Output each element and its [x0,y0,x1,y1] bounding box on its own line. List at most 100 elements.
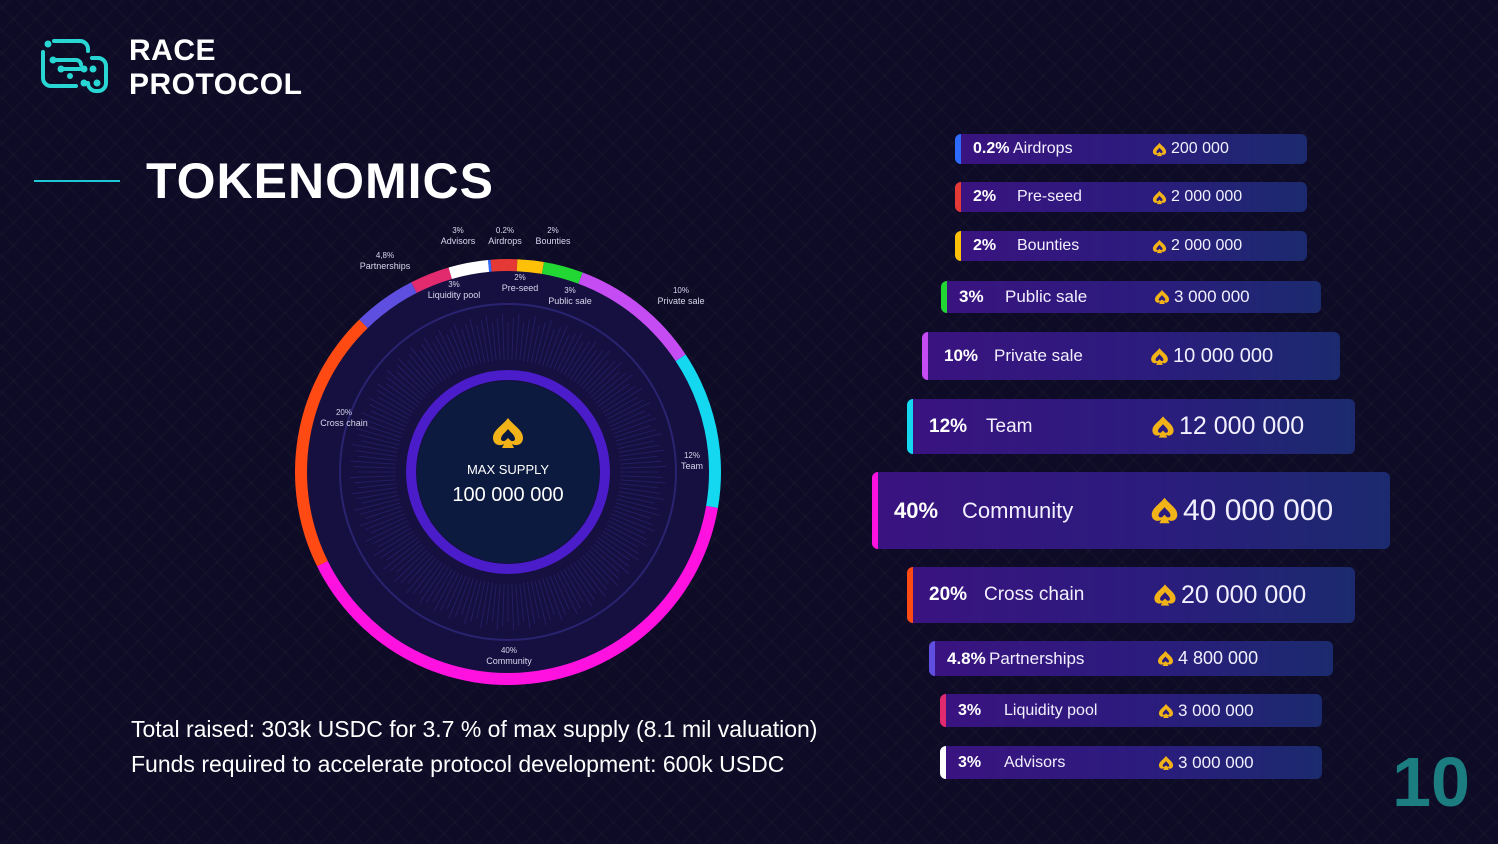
allocation-color-bar [922,332,928,380]
slice-name-label: Private sale [657,296,704,306]
footer-funds-required: Funds required to accelerate protocol de… [131,751,785,777]
allocation-row-public-sale: 3% Public sale 3 000 000 [941,281,1321,313]
token-spade-icon [1152,239,1167,253]
allocation-amount-value: 12 000 000 [1179,412,1305,440]
allocation-row-cross-chain: 20% Cross chain 20 000 000 [907,567,1355,623]
slice-bounties [516,259,544,274]
allocation-pct: 2% [973,188,997,205]
slice-pct-label: 3% [448,280,460,289]
allocation-amount: 2 000 000 [1152,237,1242,255]
allocation-pct: 3% [958,701,982,719]
slice-pct-label: 10% [673,286,689,295]
allocation-row-pre-seed: 2% Pre-seed 2 000 000 [955,182,1307,212]
allocation-color-bar [907,567,913,623]
allocation-color-bar [955,134,961,164]
allocation-label: Airdrops [1013,140,1073,157]
slice-pct-label: 3% [452,226,464,235]
allocation-row-advisors: 3% Advisors 3 000 000 [940,746,1322,779]
token-spade-icon [1158,755,1174,770]
slice-pct-label: 0.2% [496,226,514,235]
token-spade-icon [1152,415,1174,438]
allocation-label: Cross chain [984,584,1085,605]
allocation-color-bar [941,281,947,313]
slice-advisors [448,259,490,280]
slice-pct-label: 2% [514,273,526,282]
allocation-row-partnerships: 4.8% Partnerships 4 800 000 [929,641,1333,676]
slice-team [675,354,721,508]
allocation-label: Pre-seed [1017,188,1082,205]
donut-inner-ring-line [339,303,677,641]
slice-partnerships [359,282,417,329]
brand-line-1: RACE [129,34,217,67]
center-label: MAX SUPPLY [467,462,549,477]
token-spade-icon [1151,497,1178,524]
allocation-amount-value: 2 000 000 [1171,188,1243,205]
circuit-logo-icon [41,39,108,93]
slice-public-sale [541,262,583,284]
allocation-pct: 12% [929,415,968,437]
token-spade-icon [1154,584,1176,606]
slice-name-label: Advisors [441,236,476,246]
slice-name-label: Airdrops [488,236,522,246]
footer-total-raised: Total raised: 303k USDC for 3.7 % of max… [131,716,818,742]
allocation-color-bar [929,641,935,676]
slice-liquidity-pool [411,267,453,293]
token-spade-icon [1152,142,1167,156]
allocation-label: Advisors [1004,753,1066,771]
allocation-amount: 3 000 000 [1158,753,1254,773]
allocation-amount-value: 2 000 000 [1171,237,1243,254]
token-spade-icon [1154,289,1170,305]
slice-name-label: Public sale [548,296,592,306]
allocation-row-private-sale: 10% Private sale 10 000 000 [922,332,1340,380]
slice-name-label: Cross chain [320,418,368,428]
slice-pct-label: 20% [336,408,352,417]
token-spade-icon [1158,703,1174,718]
allocation-amount: 4 800 000 [1157,648,1258,669]
allocation-amount-value: 40 000 000 [1183,493,1334,527]
center-ring [406,370,610,574]
slice-pct-label: 40% [501,646,517,655]
brand-line-2: PROTOCOL [129,68,303,101]
allocation-label: Liquidity pool [1004,701,1098,719]
allocation-pct: 3% [959,287,984,306]
token-spade-icon [1152,190,1167,204]
allocation-label: Team [986,415,1033,437]
allocation-label: Partnerships [989,648,1085,668]
allocation-pct: 4.8% [947,648,986,668]
allocation-amount-value: 20 000 000 [1181,580,1307,609]
donut-texture [350,314,666,630]
allocation-amount-value: 3 000 000 [1178,752,1254,772]
slice-pct-label: 4,8% [376,251,394,260]
title-accent-line [34,180,120,182]
allocation-row-liquidity-pool: 3% Liquidity pool 3 000 000 [940,694,1322,727]
slice-name-label: Liquidity pool [428,290,481,300]
allocation-amount-value: 200 000 [1171,140,1229,157]
slice-name-label: Partnerships [360,261,411,271]
allocation-row-community: 40% Community 40 000 000 [872,472,1390,549]
allocation-label: Private sale [994,346,1083,365]
brand-name: RACE PROTOCOL [129,34,302,102]
allocation-color-bar [955,231,961,261]
allocation-pct: 0.2% [973,140,1010,157]
page-number: 10 [1392,743,1470,821]
slice-pct-label: 2% [547,226,559,235]
allocation-amount: 12 000 000 [1151,412,1304,441]
token-spade-icon [1158,651,1173,666]
allocation-amount-value: 3 000 000 [1178,700,1254,720]
slice-name-label: Pre-seed [502,283,539,293]
slice-pct-label: 3% [564,286,576,295]
slice-community [317,505,718,685]
slice-cross-chain [295,319,368,567]
allocation-pct: 20% [929,584,968,605]
center-value: 100 000 000 [452,484,563,506]
slice-private-sale [578,272,686,362]
allocation-color-bar [940,694,946,727]
allocation-amount: 2 000 000 [1152,188,1242,206]
allocation-amount: 3 000 000 [1158,701,1254,721]
allocation-amount-value: 4 800 000 [1178,648,1259,668]
allocation-amount: 3 000 000 [1154,287,1250,307]
token-spade-icon [493,418,523,448]
allocation-color-bar [955,182,961,212]
allocation-color-bar [907,399,913,454]
slice-name-label: Bounties [535,236,571,246]
